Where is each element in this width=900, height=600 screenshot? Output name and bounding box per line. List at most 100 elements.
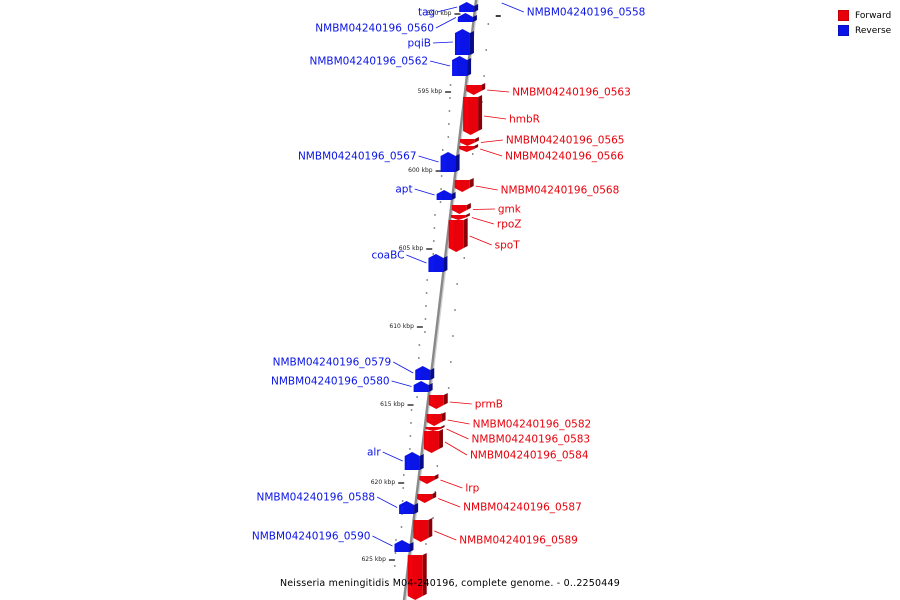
- gene-nmbm04240196-0566[interactable]: [459, 144, 479, 152]
- gene-arrow: [425, 427, 441, 431]
- label-apt[interactable]: apt: [395, 184, 435, 196]
- gene-hmbr[interactable]: [463, 95, 483, 135]
- label-nmbm04240196-0565[interactable]: NMBM04240196_0565: [480, 135, 625, 147]
- label-hmbr[interactable]: hmbR: [484, 114, 540, 126]
- gene-nmbm04240196-0562[interactable]: [452, 56, 472, 76]
- gene-highlight: [459, 18, 463, 21]
- gene-side: [443, 393, 448, 405]
- kbp-label: 590 kbp: [427, 10, 452, 17]
- gene-highlight: [415, 521, 419, 537]
- gene-side: [469, 31, 474, 55]
- gene-tag[interactable]: [459, 2, 479, 12]
- kbp-mark-610: 610 kbp: [389, 323, 423, 330]
- label-nmbm04240196-0589[interactable]: NMBM04240196_0589: [434, 530, 578, 547]
- gene-alr[interactable]: [404, 452, 424, 470]
- label-nmbm04240196-0590[interactable]: NMBM04240196_0590: [252, 531, 393, 547]
- label-leader: [440, 479, 463, 489]
- label-leader: [435, 17, 457, 29]
- gene-apt[interactable]: [436, 190, 456, 200]
- label-nmbm04240196-0579[interactable]: NMBM04240196_0579: [273, 357, 414, 374]
- gene-nmbm04240196-0580[interactable]: [413, 381, 433, 392]
- gene-nmbm04240196-0588[interactable]: [399, 501, 419, 514]
- label-nmbm04240196-0567[interactable]: NMBM04240196_0567: [298, 151, 439, 163]
- gene-name: NMBM04240196_0558: [527, 7, 646, 19]
- gene-nmbm04240196-0587[interactable]: [417, 492, 437, 503]
- gene-partial-bottom[interactable]: [407, 553, 427, 600]
- label-pqib[interactable]: pqiB: [408, 38, 453, 50]
- gene-nmbm04240196-0583[interactable]: [425, 425, 445, 431]
- kbp-scale: 590 kbp 595 kbp 600 kbp 605 kbp 610 kbp 615 k…: [361, 10, 461, 563]
- kbp-label: 625 kbp: [361, 556, 386, 563]
- gene-highlight: [465, 98, 469, 130]
- gene-side: [438, 429, 443, 449]
- gene-side: [451, 192, 456, 200]
- gene-side: [474, 137, 479, 143]
- gene-nmbm04240196-0560[interactable]: [457, 13, 477, 22]
- label-leader: [376, 496, 398, 508]
- gene-highlight: [442, 157, 446, 171]
- label-rpoz[interactable]: rpoZ: [471, 217, 522, 231]
- gene-nmbm04240196-0568[interactable]: [454, 178, 474, 192]
- gene-highlight: [425, 432, 429, 448]
- gene-nmbm04240196-0565[interactable]: [459, 137, 479, 146]
- gene-nmbm04240196-0567[interactable]: [440, 152, 460, 172]
- gene-pqib[interactable]: [454, 29, 474, 55]
- label-nmbm04240196-0560[interactable]: NMBM04240196_0560: [315, 17, 457, 35]
- gene-labels: tag NMBM04240196_0558 NMBM04240196_0560pqi…: [252, 2, 646, 547]
- label-nmbm04240196-0588[interactable]: NMBM04240196_0588: [257, 492, 398, 508]
- gene-nmbm04240196-0584[interactable]: [423, 429, 443, 453]
- label-nmbm04240196-0566[interactable]: NMBM04240196_0566: [479, 148, 624, 163]
- kbp-mark-590: 590 kbp: [427, 10, 461, 17]
- gene-rpoz[interactable]: [450, 213, 470, 220]
- gene-prmb[interactable]: [428, 393, 448, 409]
- gene-highlight: [421, 477, 425, 479]
- label-nmbm04240196-0583[interactable]: NMBM04240196_0583: [446, 428, 591, 446]
- label-nmbm04240196-0563[interactable]: NMBM04240196_0563: [487, 87, 631, 99]
- kbp-label: 595 kbp: [418, 88, 443, 95]
- gene-side: [419, 454, 424, 470]
- label-alr[interactable]: alr: [367, 447, 403, 462]
- label-nmbm04240196-0587[interactable]: NMBM04240196_0587: [438, 498, 582, 514]
- gene-lrp[interactable]: [419, 474, 439, 484]
- gene-name: NMBM04240196_0583: [472, 434, 591, 446]
- legend-reverse: Reverse: [838, 23, 891, 38]
- label-tag[interactable]: tag: [418, 7, 458, 19]
- label-nmbm04240196-0568[interactable]: NMBM04240196_0568: [475, 185, 620, 197]
- label-leader: [434, 530, 457, 541]
- gene-highlight: [468, 86, 472, 90]
- label-coabc[interactable]: coaBC: [371, 250, 427, 264]
- gene-name: pqiB: [408, 38, 431, 50]
- label-leader: [444, 441, 468, 456]
- gene-highlight: [409, 556, 413, 595]
- gene-highlight: [456, 181, 460, 187]
- gene-highlight: [419, 495, 423, 498]
- gene-spot[interactable]: [448, 218, 468, 252]
- gene-gmk[interactable]: [451, 203, 471, 214]
- label-nmbm04240196-0558[interactable]: NMBM04240196_0558: [501, 2, 646, 19]
- gene-highlight: [415, 386, 419, 391]
- label-nmbm04240196-0580[interactable]: NMBM04240196_0580: [271, 376, 412, 388]
- label-lrp[interactable]: lrp: [440, 479, 480, 495]
- gene-name: apt: [395, 184, 412, 196]
- gene-highlight: [461, 7, 465, 11]
- label-nmbm04240196-0562[interactable]: NMBM04240196_0562: [309, 56, 451, 68]
- gene-name: NMBM04240196_0579: [273, 357, 392, 369]
- forward-swatch: [838, 10, 849, 21]
- gene-coabc[interactable]: [428, 254, 448, 272]
- label-prmb[interactable]: prmB: [449, 399, 503, 411]
- gene-name: prmB: [475, 399, 503, 411]
- gene-nmbm04240196-0582[interactable]: [426, 412, 446, 426]
- label-nmbm04240196-0582[interactable]: NMBM04240196_0582: [447, 419, 592, 431]
- gene-side: [478, 95, 483, 131]
- label-spot[interactable]: spoT: [469, 235, 521, 252]
- gene-nmbm04240196-0590[interactable]: [394, 540, 414, 552]
- gene-side: [440, 425, 445, 429]
- gene-nmbm04240196-0579[interactable]: [415, 366, 435, 380]
- kbp-label: 615 kbp: [380, 401, 405, 408]
- gene-side: [441, 412, 446, 422]
- gene-nmbm04240196-0589[interactable]: [413, 518, 433, 542]
- label-gmk[interactable]: gmk: [472, 204, 522, 216]
- gene-nmbm04240196-0563[interactable]: [466, 83, 486, 95]
- label-nmbm04240196-0584[interactable]: NMBM04240196_0584: [444, 441, 589, 462]
